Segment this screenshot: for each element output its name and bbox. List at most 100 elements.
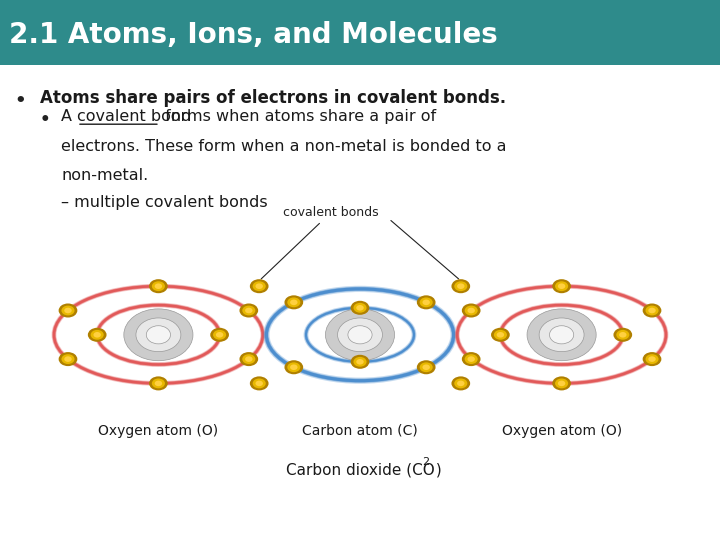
Circle shape (242, 306, 256, 315)
Text: •: • (14, 92, 26, 110)
Circle shape (645, 306, 659, 315)
Circle shape (94, 332, 101, 338)
Circle shape (61, 354, 75, 364)
Text: A: A (61, 109, 77, 124)
Circle shape (348, 326, 372, 344)
Circle shape (149, 376, 168, 390)
Circle shape (245, 356, 253, 362)
Circle shape (619, 332, 626, 338)
Text: Oxygen atom (O): Oxygen atom (O) (502, 424, 621, 438)
Circle shape (242, 354, 256, 364)
Circle shape (555, 379, 568, 388)
Circle shape (527, 309, 596, 361)
Circle shape (464, 306, 478, 315)
Circle shape (250, 279, 269, 293)
Circle shape (354, 303, 366, 313)
Text: electrons. These form when a non-metal is bonded to a: electrons. These form when a non-metal i… (61, 139, 507, 154)
Circle shape (552, 376, 571, 390)
Circle shape (256, 284, 263, 289)
Circle shape (58, 303, 77, 318)
Circle shape (210, 328, 229, 342)
Circle shape (338, 318, 382, 352)
Circle shape (467, 356, 475, 362)
Circle shape (351, 355, 369, 369)
Circle shape (290, 300, 297, 305)
Circle shape (284, 360, 303, 374)
Circle shape (558, 381, 565, 386)
Text: Atoms share pairs of electrons in covalent bonds.: Atoms share pairs of electrons in covale… (40, 89, 505, 107)
Circle shape (643, 352, 662, 366)
Circle shape (152, 379, 165, 388)
Circle shape (245, 308, 253, 313)
Circle shape (216, 332, 223, 338)
Circle shape (61, 306, 75, 315)
Circle shape (467, 308, 475, 313)
Circle shape (287, 362, 300, 372)
Circle shape (155, 381, 162, 386)
Circle shape (457, 381, 464, 386)
Text: covalent bonds: covalent bonds (261, 206, 379, 279)
Circle shape (423, 364, 430, 370)
Circle shape (539, 318, 584, 352)
FancyBboxPatch shape (0, 0, 720, 65)
Circle shape (417, 360, 436, 374)
Circle shape (58, 352, 77, 366)
Text: Carbon dioxide (CO: Carbon dioxide (CO (286, 463, 434, 478)
Circle shape (136, 318, 181, 352)
Circle shape (491, 328, 510, 342)
Text: forms when atoms share a pair of: forms when atoms share a pair of (160, 109, 436, 124)
Circle shape (253, 379, 266, 388)
Circle shape (643, 303, 662, 318)
Text: non-metal.: non-metal. (61, 168, 148, 184)
Circle shape (464, 354, 478, 364)
Circle shape (454, 281, 467, 291)
Circle shape (497, 332, 504, 338)
Circle shape (124, 309, 193, 361)
Text: Oxygen atom (O): Oxygen atom (O) (99, 424, 218, 438)
Circle shape (253, 281, 266, 291)
Circle shape (256, 381, 263, 386)
Circle shape (555, 281, 568, 291)
Circle shape (64, 356, 72, 362)
Circle shape (420, 298, 433, 307)
Circle shape (149, 279, 168, 293)
Circle shape (250, 376, 269, 390)
Circle shape (417, 295, 436, 309)
Circle shape (284, 295, 303, 309)
Circle shape (457, 284, 464, 289)
Circle shape (645, 354, 659, 364)
Circle shape (290, 364, 297, 370)
Text: – multiple covalent bonds: – multiple covalent bonds (61, 195, 268, 211)
Circle shape (356, 359, 364, 364)
Text: Carbon atom (C): Carbon atom (C) (302, 424, 418, 438)
Circle shape (423, 300, 430, 305)
Text: 2.1 Atoms, Ions, and Molecules: 2.1 Atoms, Ions, and Molecules (9, 21, 498, 49)
Circle shape (451, 376, 470, 390)
Circle shape (552, 279, 571, 293)
Circle shape (155, 284, 162, 289)
Circle shape (356, 305, 364, 310)
Circle shape (558, 284, 565, 289)
Circle shape (354, 357, 366, 367)
Circle shape (351, 301, 369, 315)
Circle shape (240, 352, 258, 366)
Circle shape (462, 352, 480, 366)
Circle shape (91, 330, 104, 340)
Text: covalent bond: covalent bond (77, 109, 192, 124)
Circle shape (454, 379, 467, 388)
Text: 2: 2 (422, 457, 429, 468)
Circle shape (287, 298, 300, 307)
Circle shape (325, 309, 395, 361)
Circle shape (152, 281, 165, 291)
Circle shape (451, 279, 470, 293)
Circle shape (549, 326, 574, 344)
Circle shape (613, 328, 632, 342)
Circle shape (462, 303, 480, 318)
Circle shape (420, 362, 433, 372)
Circle shape (616, 330, 629, 340)
Circle shape (146, 326, 171, 344)
Circle shape (213, 330, 226, 340)
Circle shape (64, 308, 72, 313)
Circle shape (648, 356, 656, 362)
Text: •: • (40, 111, 50, 129)
